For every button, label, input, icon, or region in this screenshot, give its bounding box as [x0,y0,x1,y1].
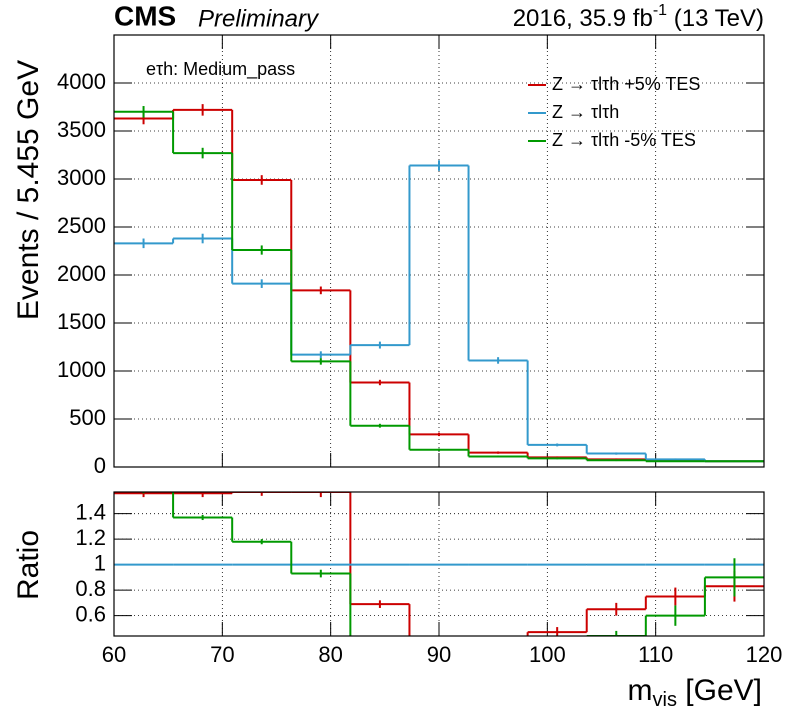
y-tick-label: 1000 [57,357,106,382]
y-tick-label: 1.2 [75,525,106,550]
status: Preliminary [198,5,320,32]
y-axis-label: Events / 5.455 GeV [12,60,45,320]
x-tick-label: 100 [529,642,566,667]
ratio-axis-label: Ratio [12,530,45,600]
y-tick-label: 1.4 [75,499,106,524]
y-tick-label: 0 [94,453,106,478]
legend-label: Z → τlτh -5% TES [552,130,696,150]
x-tick-label: 60 [102,642,126,667]
experiment: CMS [114,0,176,31]
y-tick-label: 3000 [57,165,106,190]
y-tick-label: 4000 [57,69,106,94]
annotation: eτh: Medium_pass [146,59,295,80]
plot-area [114,104,764,463]
y-tick-label: 2500 [57,213,106,238]
y-tick-label: 3500 [57,117,106,142]
x-tick-label: 90 [427,642,451,667]
frame [113,491,765,637]
y-tick-label: 1500 [57,309,106,334]
x-tick-label: 120 [746,642,783,667]
x-axis-label: mvis [GeV] [628,674,763,711]
lumi-sup: -1 [653,2,667,19]
y-tick-label: 0.8 [75,576,106,601]
plot-area [114,492,764,636]
x-tick-label: 70 [210,642,234,667]
x-label-unit: [GeV] [677,674,762,707]
y-tick-label: 1 [94,550,106,575]
legend-label: Z → τlτh +5% TES [552,74,700,94]
x-tick-label: 110 [638,642,673,667]
y-tick-label: 2000 [57,261,106,286]
legend-label: Z → τlτh [552,102,619,122]
frame [113,34,765,468]
x-label-main: m [628,674,653,707]
y-tick-label: 0.6 [75,601,106,626]
x-label-sub: vis [653,689,677,711]
lumi: 2016, 35.9 fb-1 (13 TeV) [513,2,764,32]
lumi-prefix: 2016, 35.9 fb [513,5,653,32]
x-tick-label: 80 [318,642,342,667]
lumi-suffix: (13 TeV) [667,5,764,32]
y-tick-label: 500 [69,405,106,430]
